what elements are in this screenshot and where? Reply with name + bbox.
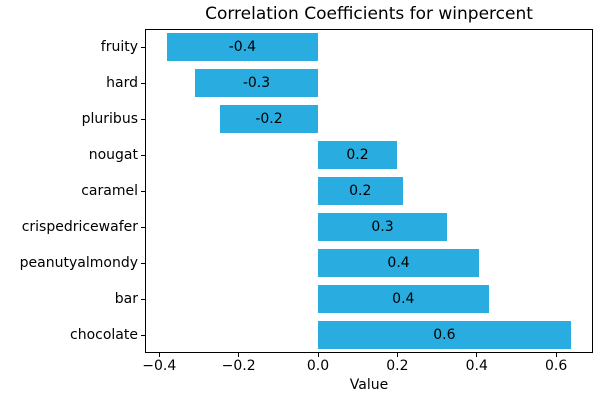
bar: 0.3 bbox=[318, 212, 447, 242]
x-tick-label: 0.0 bbox=[306, 358, 330, 374]
x-tick-label: 0.2 bbox=[386, 358, 409, 374]
bar: 0.2 bbox=[318, 176, 403, 206]
y-tick-label: bar bbox=[114, 291, 138, 307]
x-tick-label: −0.2 bbox=[221, 358, 256, 374]
y-tick-label: crispedricewafer bbox=[21, 219, 138, 235]
y-tick-mark bbox=[141, 298, 145, 300]
y-tick-mark bbox=[141, 82, 145, 84]
bar: -0.4 bbox=[166, 32, 318, 62]
bar-value-label: -0.3 bbox=[242, 74, 271, 91]
x-tick-mark bbox=[396, 353, 398, 357]
x-tick-label: 0.6 bbox=[544, 358, 568, 374]
bar: 0.4 bbox=[318, 284, 489, 314]
y-tick-mark bbox=[141, 226, 145, 228]
y-tick-label: caramel bbox=[81, 183, 138, 199]
y-tick-label: peanutyalmondy bbox=[19, 255, 138, 271]
x-tick-mark bbox=[317, 353, 319, 357]
bar: 0.4 bbox=[318, 248, 480, 278]
bar: 0.2 bbox=[318, 140, 397, 170]
bar-value-label: 0.4 bbox=[392, 290, 415, 307]
bar: 0.6 bbox=[318, 320, 571, 350]
y-tick-mark bbox=[141, 190, 145, 192]
y-tick-mark bbox=[141, 118, 145, 120]
x-tick-mark bbox=[158, 353, 160, 357]
x-tick-label: −0.4 bbox=[142, 358, 177, 374]
x-tick-mark bbox=[476, 353, 478, 357]
bar-value-label: 0.4 bbox=[387, 254, 410, 271]
x-tick-mark bbox=[238, 353, 240, 357]
x-tick-label: 0.4 bbox=[465, 358, 488, 374]
y-tick-mark bbox=[141, 154, 145, 156]
x-axis-label: Value bbox=[349, 377, 389, 393]
y-tick-label: pluribus bbox=[81, 111, 138, 127]
bar-value-label: 0.3 bbox=[371, 218, 394, 235]
y-tick-label: nougat bbox=[88, 147, 138, 163]
bar: -0.2 bbox=[219, 104, 318, 134]
bar-value-label: 0.6 bbox=[433, 326, 456, 343]
bar-value-label: -0.2 bbox=[255, 110, 283, 127]
y-tick-mark bbox=[141, 262, 145, 264]
bar: -0.3 bbox=[194, 68, 318, 98]
bar-value-label: 0.2 bbox=[349, 182, 372, 199]
bar-value-label: 0.2 bbox=[346, 146, 369, 163]
y-tick-mark bbox=[141, 334, 145, 336]
y-tick-mark bbox=[141, 46, 145, 48]
chart-title: Correlation Coefficients for winpercent bbox=[205, 4, 533, 24]
y-tick-label: fruity bbox=[100, 39, 138, 55]
y-tick-label: hard bbox=[106, 75, 138, 91]
x-tick-mark bbox=[555, 353, 557, 357]
bar-value-label: -0.4 bbox=[228, 38, 257, 55]
y-tick-label: chocolate bbox=[70, 327, 138, 343]
